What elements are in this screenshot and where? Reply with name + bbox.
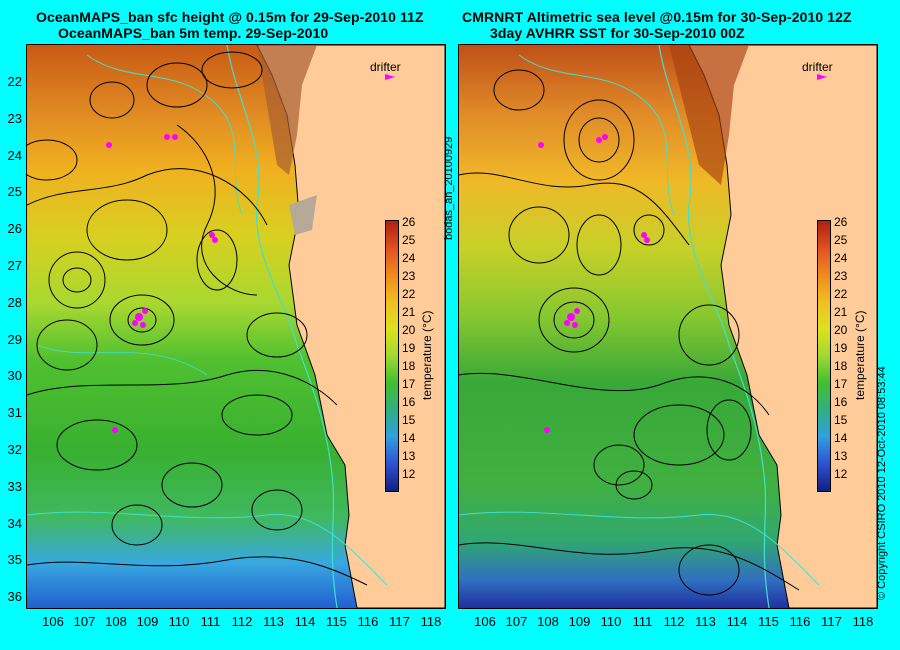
colorbar-tick: 14 (402, 431, 416, 445)
colorbar-tick: 25 (834, 233, 848, 247)
colorbar-tick: 17 (402, 377, 416, 391)
left-map-panel: drifter (26, 44, 446, 609)
longitude-label: 115 (326, 614, 347, 629)
latitude-label: 25 (7, 184, 22, 200)
latitude-label: 35 (7, 552, 22, 568)
latitude-label: 29 (7, 331, 22, 347)
latitude-label: 26 (7, 221, 22, 237)
latitude-label: 31 (7, 405, 22, 421)
colorbar-tick: 18 (834, 359, 848, 373)
colorbar-tick: 22 (834, 287, 848, 301)
longitude-label: 118 (420, 614, 442, 629)
latitude-label: 28 (7, 294, 22, 310)
colorbar-tick: 23 (402, 269, 416, 283)
left-title-line2: OceanMAPS_ban 5m temp. 29-Sep-2010 (58, 25, 329, 41)
latitude-label: 34 (7, 515, 22, 531)
latitude-label: 23 (7, 110, 22, 126)
colorbar-tick: 22 (402, 287, 416, 301)
colorbar-tick: 20 (402, 323, 416, 337)
colorbar-tick: 21 (834, 305, 848, 319)
colorbar-tick: 23 (834, 269, 848, 283)
colorbar-tick: 12 (402, 467, 416, 481)
longitude-label: 116 (357, 614, 379, 629)
longitude-label: 108 (537, 614, 559, 629)
colorbar-tick: 16 (402, 395, 416, 409)
colorbar-tick: 26 (834, 215, 848, 229)
longitude-label: 117 (389, 614, 410, 629)
latitude-label: 33 (7, 478, 22, 494)
longitude-label: 106 (42, 614, 64, 629)
colorbar-tick: 17 (834, 377, 848, 391)
colorbar-tick: 13 (402, 449, 416, 463)
longitude-label: 107 (505, 614, 528, 629)
longitude-label: 110 (168, 614, 190, 629)
colorbar-tick: 14 (834, 431, 848, 445)
side-run-label: bodas_an_20100929 (443, 136, 455, 240)
longitude-label: 117 (821, 614, 842, 629)
colorbar-right (817, 220, 831, 492)
right-title-line2: 3day AVHRR SST for 30-Sep-2010 00Z (490, 25, 745, 41)
latitude-label: 30 (7, 368, 22, 384)
longitude-label: 110 (600, 614, 622, 629)
left-title-line1: OceanMAPS_ban sfc height @ 0.15m for 29-… (36, 9, 424, 25)
colorbar-tick: 20 (834, 323, 848, 337)
colorbar-right-unit: temperature (°C) (853, 310, 867, 401)
copyright-label: © Copyright CSIRO 2010 12-Oct-2010 08:53… (876, 366, 888, 600)
longitude-label: 111 (632, 614, 653, 629)
colorbar-tick: 19 (834, 341, 848, 355)
longitude-label: 113 (263, 614, 284, 629)
colorbar-left-unit: temperature (°C) (420, 310, 434, 401)
latitude-label: 36 (7, 589, 22, 605)
latitude-label: 27 (7, 258, 22, 273)
longitude-label: 116 (789, 614, 811, 629)
longitude-label: 109 (568, 614, 591, 629)
longitude-label: 107 (73, 614, 96, 629)
longitude-label: 113 (695, 614, 716, 629)
longitude-label: 111 (200, 614, 221, 629)
colorbar-tick: 15 (402, 413, 416, 427)
longitude-label: 106 (474, 614, 496, 629)
colorbar-tick: 21 (402, 305, 416, 319)
longitude-label: 108 (105, 614, 127, 629)
longitude-label: 114 (726, 614, 748, 629)
colorbar-tick: 26 (402, 215, 416, 229)
colorbar-tick: 19 (402, 341, 416, 355)
colorbar-tick: 18 (402, 359, 416, 373)
colorbar-tick: 24 (834, 251, 848, 265)
right-title-line1: CMRNRT Altimetric sea level @0.15m for 3… (462, 9, 852, 25)
left-sst-map (27, 45, 445, 608)
latitude-label: 22 (7, 74, 22, 89)
colorbar-tick: 13 (834, 449, 848, 463)
right-sst-map (459, 45, 877, 608)
longitude-label: 118 (852, 614, 874, 629)
drifter-legend-label: drifter (370, 60, 401, 74)
latitude-label: 24 (7, 147, 22, 163)
longitude-label: 112 (663, 614, 685, 629)
colorbar-left (385, 220, 399, 492)
latitude-label: 32 (7, 442, 22, 457)
colorbar-tick: 16 (834, 395, 848, 409)
colorbar-tick: 15 (834, 413, 848, 427)
drifter-legend-label-right: drifter (802, 60, 833, 74)
right-map-panel: drifter (458, 44, 878, 609)
colorbar-tick: 12 (834, 467, 848, 481)
colorbar-tick: 25 (402, 233, 416, 247)
longitude-label: 115 (758, 614, 779, 629)
longitude-label: 109 (136, 614, 159, 629)
colorbar-tick: 24 (402, 251, 416, 265)
longitude-label: 112 (231, 614, 253, 629)
longitude-label: 114 (294, 614, 316, 629)
